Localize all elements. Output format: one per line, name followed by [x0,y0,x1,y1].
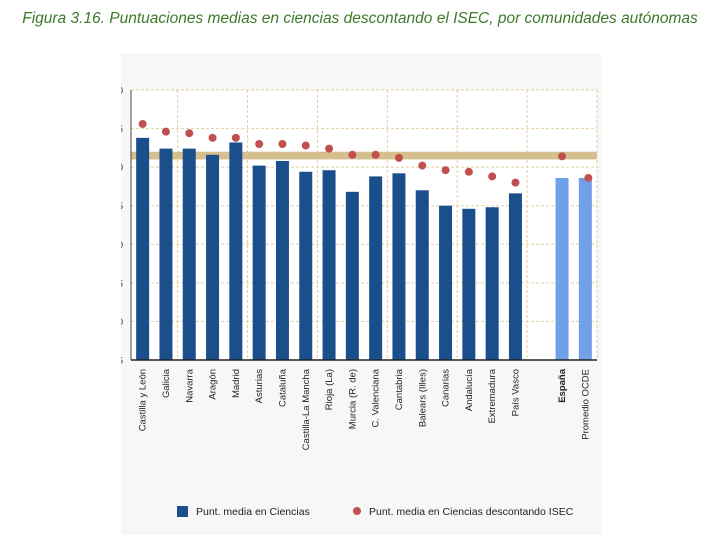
y-tick-label: 500 [121,163,123,174]
axis-layer: 375 400 425 450 475 500 525 550 [121,86,597,367]
category-label: Castilla y León [138,369,149,431]
data-point [161,127,170,136]
category-label: Aragón [208,369,219,400]
bar [462,208,476,360]
category-label: C. Valenciana [371,368,382,427]
data-point [138,119,147,128]
data-point [231,133,240,142]
bar [439,205,453,360]
band-layer [131,151,597,160]
bar [485,207,499,360]
y-tick-label: 475 [121,201,123,212]
bar [159,148,173,360]
data-point [511,178,520,187]
category-label: Cataluña [277,368,288,407]
bar [206,154,220,360]
category-label: España [557,368,568,403]
data-point [441,166,450,175]
category-label: Rioja (La) [324,369,335,410]
data-point [371,150,380,159]
legend-bar-swatch [177,506,188,517]
data-point [348,150,357,159]
data-point [325,144,334,153]
data-point [185,129,194,138]
category-label: Balears (Illes) [417,369,428,427]
reference-band [131,151,597,160]
category-label: Canarias [441,369,452,407]
legend-bar-label: Punt. media en Ciencias [196,506,310,518]
bar [322,170,336,360]
bar [392,173,406,360]
data-point [464,167,473,176]
y-tick-label: 450 [121,240,123,251]
category-label: Asturias [254,369,265,404]
data-point [584,173,593,182]
category-labels: Castilla y León Galicia Navarra Aragón Madri… [138,368,592,450]
chart-svg: 375 400 425 450 475 500 525 550 Castilla y León… [121,86,598,518]
category-label: Navarra [184,368,195,403]
y-tick-label: 550 [121,86,123,97]
category-label: Madrid [231,369,242,398]
chart-frame: 375 400 425 450 475 500 525 550 Castilla y León… [121,53,601,535]
category-label: Extremadura [487,368,498,423]
dot-layer [138,119,593,187]
y-tick-label: 400 [121,317,123,328]
y-tick-label: 425 [121,278,123,289]
category-label: Promedio OCDE [580,369,591,440]
data-point [488,172,497,181]
legend-dot-label: Punt. media en Ciencias descontando ISEC [369,506,574,518]
bar [508,193,522,360]
bar [555,177,569,360]
category-label: Murcia (R. de) [347,369,358,429]
bar-layer [136,137,592,360]
bar [229,142,243,360]
y-tick-label: 375 [121,356,123,367]
data-point [278,140,287,148]
bar [299,171,313,360]
data-point [208,133,217,142]
legend: Punt. media en Ciencias Punt. media en C… [177,506,574,518]
bar [345,191,359,360]
y-tick-label: 525 [121,124,123,135]
bar [275,160,289,360]
bar [369,176,383,360]
bar [578,177,592,360]
category-label: Galicia [161,368,172,398]
category-label: Cantabria [394,368,405,410]
bar [252,165,266,360]
bar [182,148,196,360]
data-point [394,153,403,162]
category-label: Andalucía [464,368,475,411]
data-point [255,140,264,148]
data-point [301,141,310,150]
category-label: País Vasco [510,369,521,416]
bar [136,137,150,360]
data-point [558,152,567,161]
category-label: Castilla-La Mancha [301,368,312,450]
data-point [418,161,427,170]
bar [415,190,429,360]
legend-dot-swatch [353,507,361,515]
figure-title: Figura 3.16. Puntuaciones medias en cien… [22,10,698,27]
